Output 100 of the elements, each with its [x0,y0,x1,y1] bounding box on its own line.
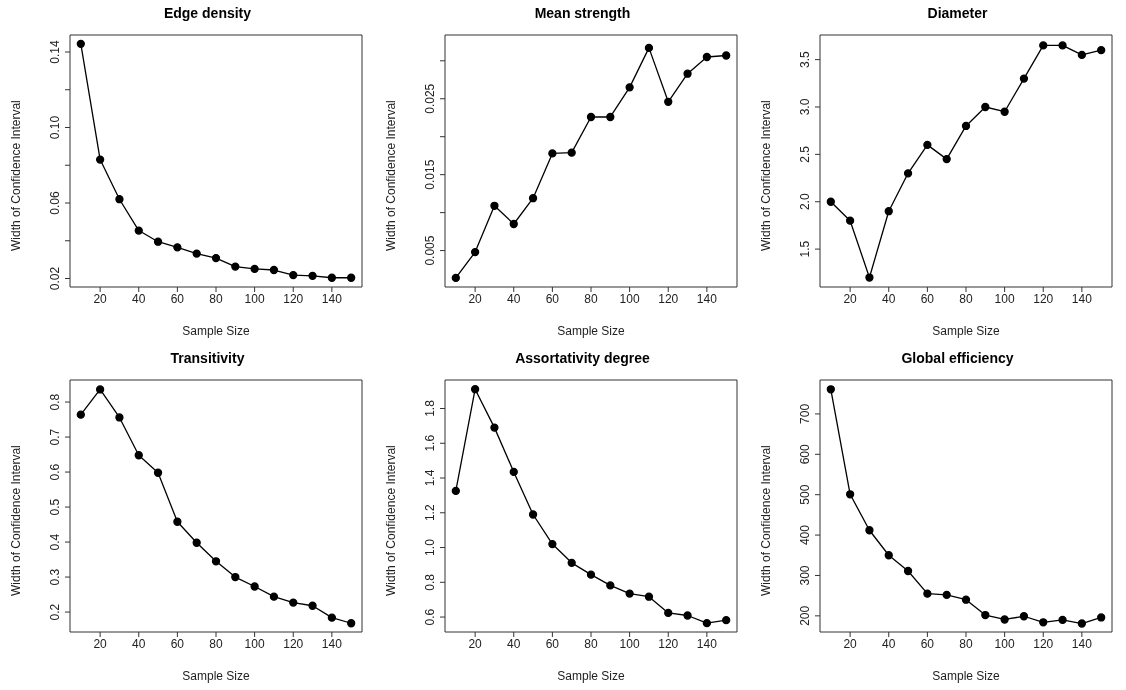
x-tick-label: 20 [468,291,483,306]
point [490,423,499,432]
point [269,265,279,275]
x-tick-label: 40 [882,636,896,651]
x-tick-label: 20 [843,291,858,306]
x-tick-label: 140 [1071,291,1093,306]
point [470,247,480,257]
y-tick-label: 1.5 [798,240,812,258]
point [451,273,460,283]
point [884,207,893,216]
x-tick-label: 80 [209,291,223,306]
point [1000,615,1009,624]
chart-title: Diameter [926,4,989,23]
point [308,271,317,281]
point [509,467,518,477]
point [347,273,356,282]
y-tick-label: 0.8 [48,393,62,411]
chart-title: Global efficiency [900,349,1015,368]
x-tick-label: 100 [244,636,265,651]
point [664,608,673,618]
point [625,83,634,92]
point [289,598,298,607]
x-axis-title: Sample Size [557,324,625,338]
point [1097,613,1106,622]
y-tick-label: 0.2 [48,603,62,621]
point [231,572,240,582]
y-tick-label: 200 [798,605,812,626]
y-axis-title: Width of Confidence Interval [384,100,399,251]
point [548,539,557,549]
x-axis-title: Sample Size [557,669,625,683]
x-tick-label: 60 [920,291,935,306]
point [327,273,337,282]
y-tick-label: 700 [798,403,812,424]
x-tick-label: 60 [170,636,185,651]
point [722,616,731,625]
y-tick-label: 1.0 [423,538,437,556]
point [211,253,221,263]
y-tick-label: 0.06 [48,191,62,215]
point [548,149,557,158]
x-tick-label: 140 [1071,636,1093,651]
y-tick-label: 0.10 [48,115,62,140]
point [702,52,712,62]
y-axis-title: Width of Confidence Interval [9,445,24,596]
x-tick-label: 60 [545,291,560,306]
x-tick-label: 80 [959,291,973,306]
chart-title: Transitivity [169,349,246,368]
point [231,262,240,271]
x-axis-title: Sample Size [932,669,1000,683]
point [664,97,673,106]
y-tick-label: 0.005 [423,235,437,266]
chart-title: Edge density [162,4,253,23]
point [981,102,990,112]
point [923,140,932,150]
point [625,589,634,598]
x-tick-label: 40 [507,636,521,651]
y-tick-label: 0.4 [48,533,62,551]
x-tick-label: 40 [132,636,146,651]
point [95,385,105,394]
point [961,595,971,604]
point [76,410,85,419]
point [250,582,259,591]
y-tick-label: 3.5 [798,50,812,68]
point [942,154,951,164]
y-axis-title: Width of Confidence Interval [759,100,774,251]
point [683,611,692,620]
point [567,148,576,157]
point [845,216,855,225]
point [1000,107,1009,116]
x-tick-label: 100 [994,291,1015,306]
point [884,551,893,560]
y-tick-label: 0.02 [48,266,62,291]
point [942,590,951,599]
point [173,243,182,252]
point [269,592,279,601]
y-tick-label: 2.0 [798,193,812,211]
point [1058,615,1067,625]
y-tick-label: 300 [798,565,812,586]
y-tick-label: 400 [798,524,812,546]
point [289,270,298,280]
y-tick-label: 600 [798,443,812,465]
y-axis-title: Width of Confidence Interval [759,445,774,596]
y-tick-label: 0.8 [423,573,437,591]
x-tick-label: 140 [696,636,718,651]
y-tick-label: 2.5 [798,145,812,163]
x-tick-label: 40 [132,291,146,306]
chart-title: Mean strength [533,4,632,23]
point [644,43,654,53]
y-tick-label: 0.6 [48,463,62,481]
point [961,121,971,131]
point [490,201,499,210]
point [903,169,913,178]
point [702,618,712,628]
x-tick-label: 120 [1033,291,1054,306]
point [528,510,538,519]
point [1077,50,1087,60]
point [173,517,182,526]
point [153,237,163,246]
point [865,526,874,535]
point [1058,41,1067,50]
y-tick-label: 1.8 [423,399,437,417]
